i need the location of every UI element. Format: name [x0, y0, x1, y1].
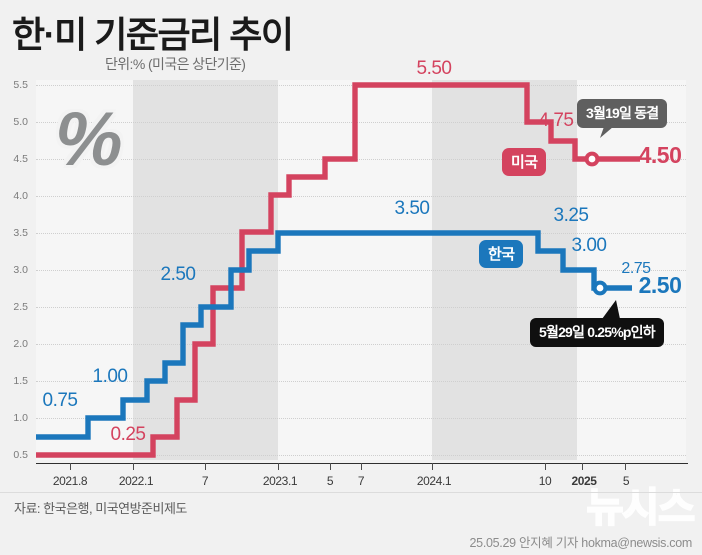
xtick-mark-4 [330, 463, 331, 470]
data-label-korea-3-00: 3.00 [571, 235, 607, 256]
gridline-1-5 [36, 381, 686, 382]
gridline-4-0 [36, 196, 686, 197]
chart-subtitle: 단위:% (미국은 상단기준) [105, 56, 246, 72]
xtick-label-2022-1: 2022.1 [118, 474, 154, 488]
footer-divider [0, 492, 702, 493]
ytick-2-0: 2.0 [13, 338, 28, 350]
percent-watermark-icon: % [55, 97, 123, 182]
credit-line: 25.05.29 안지혜 기자 hokma@newsis.com [469, 536, 693, 550]
data-label-us-4-75: 4.75 [538, 110, 574, 131]
data-label-korea-2-50: 2.50 [160, 264, 196, 285]
callout-us-hold: 3월19일 동결 [577, 99, 668, 128]
ytick-0-5: 0.5 [13, 449, 28, 461]
data-label-us-0-25: 0.25 [110, 424, 146, 445]
newsis-watermark: 뉴시스 [586, 485, 696, 531]
data-label-us-5-50: 5.50 [416, 58, 452, 79]
ytick-1-5: 1.5 [13, 375, 28, 387]
gridline-2-5 [36, 307, 686, 308]
xtick-label-7a: 7 [201, 474, 209, 488]
xtick-label-2025: 2025 [571, 474, 597, 488]
data-label-korea-3-50: 3.50 [394, 198, 430, 219]
gridline-3-0 [36, 270, 686, 271]
data-label-korea-2-75: 2.75 [621, 260, 651, 277]
xtick-mark-2 [205, 463, 206, 470]
xtick-mark-7 [545, 463, 546, 470]
data-label-korea-1-00: 1.00 [92, 366, 128, 387]
gridline-1-0 [36, 418, 686, 419]
callout-kr-cut-tail [602, 300, 620, 319]
page-title: 한·미 기준금리 추이 [12, 14, 294, 55]
source-note: 자료: 한국은행, 미국연방준비제도 [14, 501, 187, 516]
ytick-1-0: 1.0 [13, 412, 28, 424]
xtick-label-2021-8: 2021.8 [52, 474, 88, 488]
xtick-label-2023-1: 2023.1 [262, 474, 298, 488]
callout-us-hold-tail [600, 121, 620, 138]
xtick-mark-8 [582, 463, 583, 470]
ytick-2-5: 2.5 [13, 301, 28, 313]
xtick-label-5a: 5 [326, 474, 334, 488]
data-label-korea-2-50-final: 2.50 [638, 272, 682, 298]
ytick-3-5: 3.5 [13, 227, 28, 239]
x-axis-line [36, 463, 688, 464]
data-label-korea-3-25: 3.25 [553, 205, 589, 226]
xtick-label-2024-1: 2024.1 [416, 474, 452, 488]
ytick-4-0: 4.0 [13, 190, 28, 202]
xtick-label-5b: 5 [622, 474, 630, 488]
xtick-mark-0 [70, 463, 71, 470]
xtick-mark-6 [432, 463, 433, 470]
ytick-5-0: 5.0 [13, 116, 28, 128]
xtick-mark-1 [133, 463, 134, 470]
series-pill-us: 미국 [502, 148, 547, 176]
data-label-korea-0-75: 0.75 [42, 390, 78, 411]
plot-area: 5.5 5.0 4.5 4.0 3.5 3.0 2.5 2.0 1.5 1.0 … [13, 79, 686, 461]
gridline-5-5 [36, 85, 686, 86]
xtick-mark-5 [361, 463, 362, 470]
xtick-label-7b: 7 [357, 474, 365, 488]
xtick-label-10: 10 [538, 474, 552, 488]
gridline-4-5 [36, 159, 686, 160]
gridline-3-5 [36, 233, 686, 234]
callout-kr-cut: 5월29일 0.25%p인하 [530, 318, 664, 347]
ytick-5-5: 5.5 [13, 79, 28, 91]
xtick-mark-3 [278, 463, 279, 470]
gridline-0-5 [36, 455, 686, 456]
ytick-3-0: 3.0 [13, 264, 28, 276]
ytick-4-5: 4.5 [13, 153, 28, 165]
data-label-us-4-50-final: 4.50 [638, 142, 682, 168]
xtick-mark-9 [625, 463, 626, 470]
series-pill-korea: 한국 [479, 240, 524, 268]
